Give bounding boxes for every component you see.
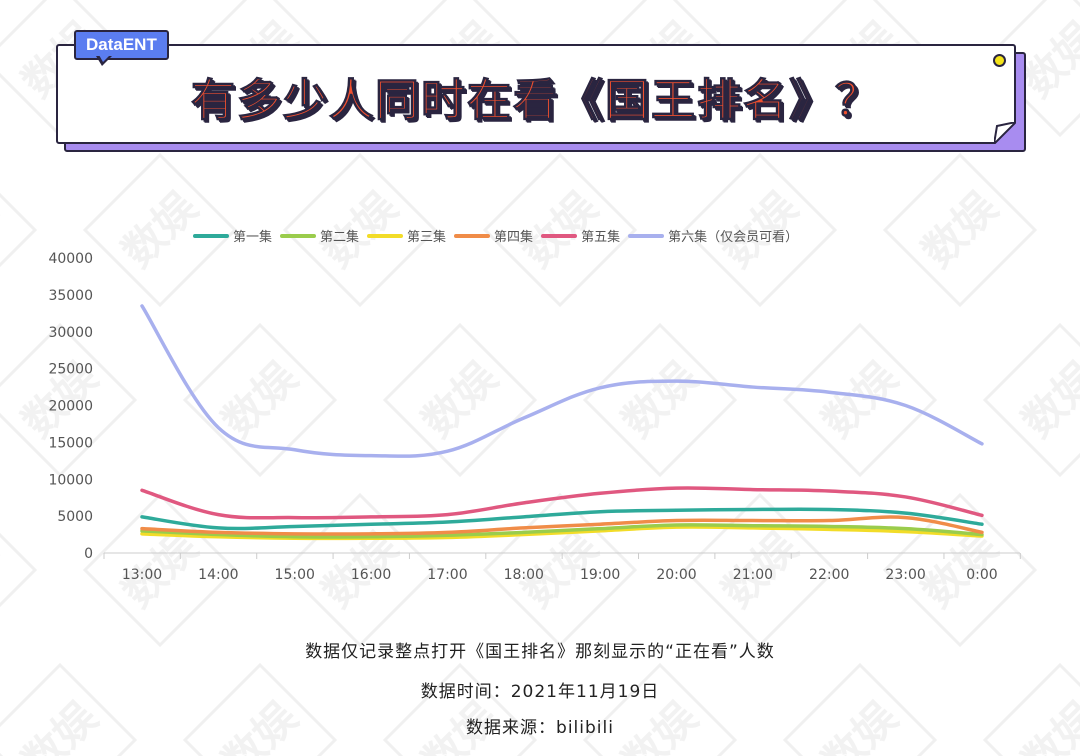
series-line-ep1 [140, 507, 984, 531]
legend-item-ep5[interactable]: 第五集 [541, 226, 620, 245]
y-tick-label: 30000 [48, 325, 93, 341]
y-tick-label: 25000 [48, 362, 93, 378]
y-tick-label: 15000 [48, 435, 93, 451]
legend-item-ep4[interactable]: 第四集 [454, 226, 533, 245]
y-tick-label: 20000 [48, 399, 93, 415]
x-tick-label: 0:00 [966, 567, 997, 583]
legend-swatch-icon [367, 233, 404, 238]
x-tick-label: 15:00 [275, 567, 315, 583]
y-axis: 0 5000 10000 15000 20000 25000 30000 35000 40000 [48, 251, 93, 562]
series-line-ep2 [140, 523, 984, 539]
x-tick-label: 17:00 [427, 567, 467, 583]
legend-label: 第二集 [320, 230, 360, 245]
x-tick-label: 13:00 [122, 567, 162, 583]
legend-label: 第四集 [494, 230, 534, 245]
legend-swatch-icon [628, 233, 665, 238]
footer-source: 数据来源：bilibili [466, 718, 614, 738]
x-tick-label: 18:00 [504, 567, 544, 583]
series-line-ep4 [140, 515, 984, 536]
series-line-ep5 [140, 486, 984, 520]
legend-swatch-icon [454, 233, 491, 238]
y-tick-label: 40000 [48, 251, 93, 267]
brand-tag-tail-fill [99, 55, 110, 62]
footer-note: 数据仅记录整点打开《国王排名》那刻显示的“正在看”人数 [305, 642, 775, 662]
footer-date: 数据时间：2021年11月19日 [420, 682, 660, 702]
brand-tag: DataENT [74, 30, 169, 60]
header-card: 有多少人同时在看《国王排名》？ [56, 44, 1016, 144]
legend-label: 第五集 [581, 230, 621, 245]
legend-label: 第一集 [233, 230, 273, 245]
x-axis: 13:00 14:00 15:00 16:00 17:00 18:00 19:00 20:00… [103, 552, 1021, 583]
chart-series [140, 304, 984, 541]
legend-swatch-icon [280, 233, 317, 238]
y-tick-label: 10000 [48, 472, 93, 488]
legend-label: 第六集（仅会员可看） [668, 230, 799, 245]
legend-label: 第三集 [407, 230, 447, 245]
x-tick-label: 22:00 [809, 567, 849, 583]
legend-item-ep3[interactable]: 第三集 [367, 226, 446, 245]
x-tick-label: 16:00 [351, 567, 391, 583]
y-tick-label: 0 [84, 546, 93, 562]
x-tick-label: 20:00 [656, 567, 696, 583]
series-line-ep6 [140, 304, 984, 458]
legend-item-ep1[interactable]: 第一集 [193, 226, 272, 245]
page-fold-icon [994, 122, 1016, 144]
legend-swatch-icon [193, 233, 229, 238]
page-title: 有多少人同时在看《国王排名》？ [191, 75, 881, 127]
x-tick-label: 21:00 [733, 567, 773, 583]
chart-legend: 第一集 第二集 第三集 第四集 第五集 第六集（仅会员可看） [193, 226, 806, 245]
x-tick-label: 23:00 [885, 567, 925, 583]
legend-swatch-icon [541, 233, 578, 238]
y-tick-label: 5000 [57, 509, 93, 525]
x-tick-label: 19:00 [580, 567, 620, 583]
legend-item-ep2[interactable]: 第二集 [280, 226, 359, 245]
pin-dot-icon [993, 54, 1006, 67]
y-tick-label: 35000 [48, 288, 93, 304]
line-chart: 0 5000 10000 15000 20000 25000 30000 35000 40000… [48, 251, 1021, 583]
header-banner: 有多少人同时在看《国王排名》？ [56, 44, 1026, 152]
x-tick-label: 14:00 [198, 567, 238, 583]
legend-item-ep6[interactable]: 第六集（仅会员可看） [628, 226, 798, 245]
